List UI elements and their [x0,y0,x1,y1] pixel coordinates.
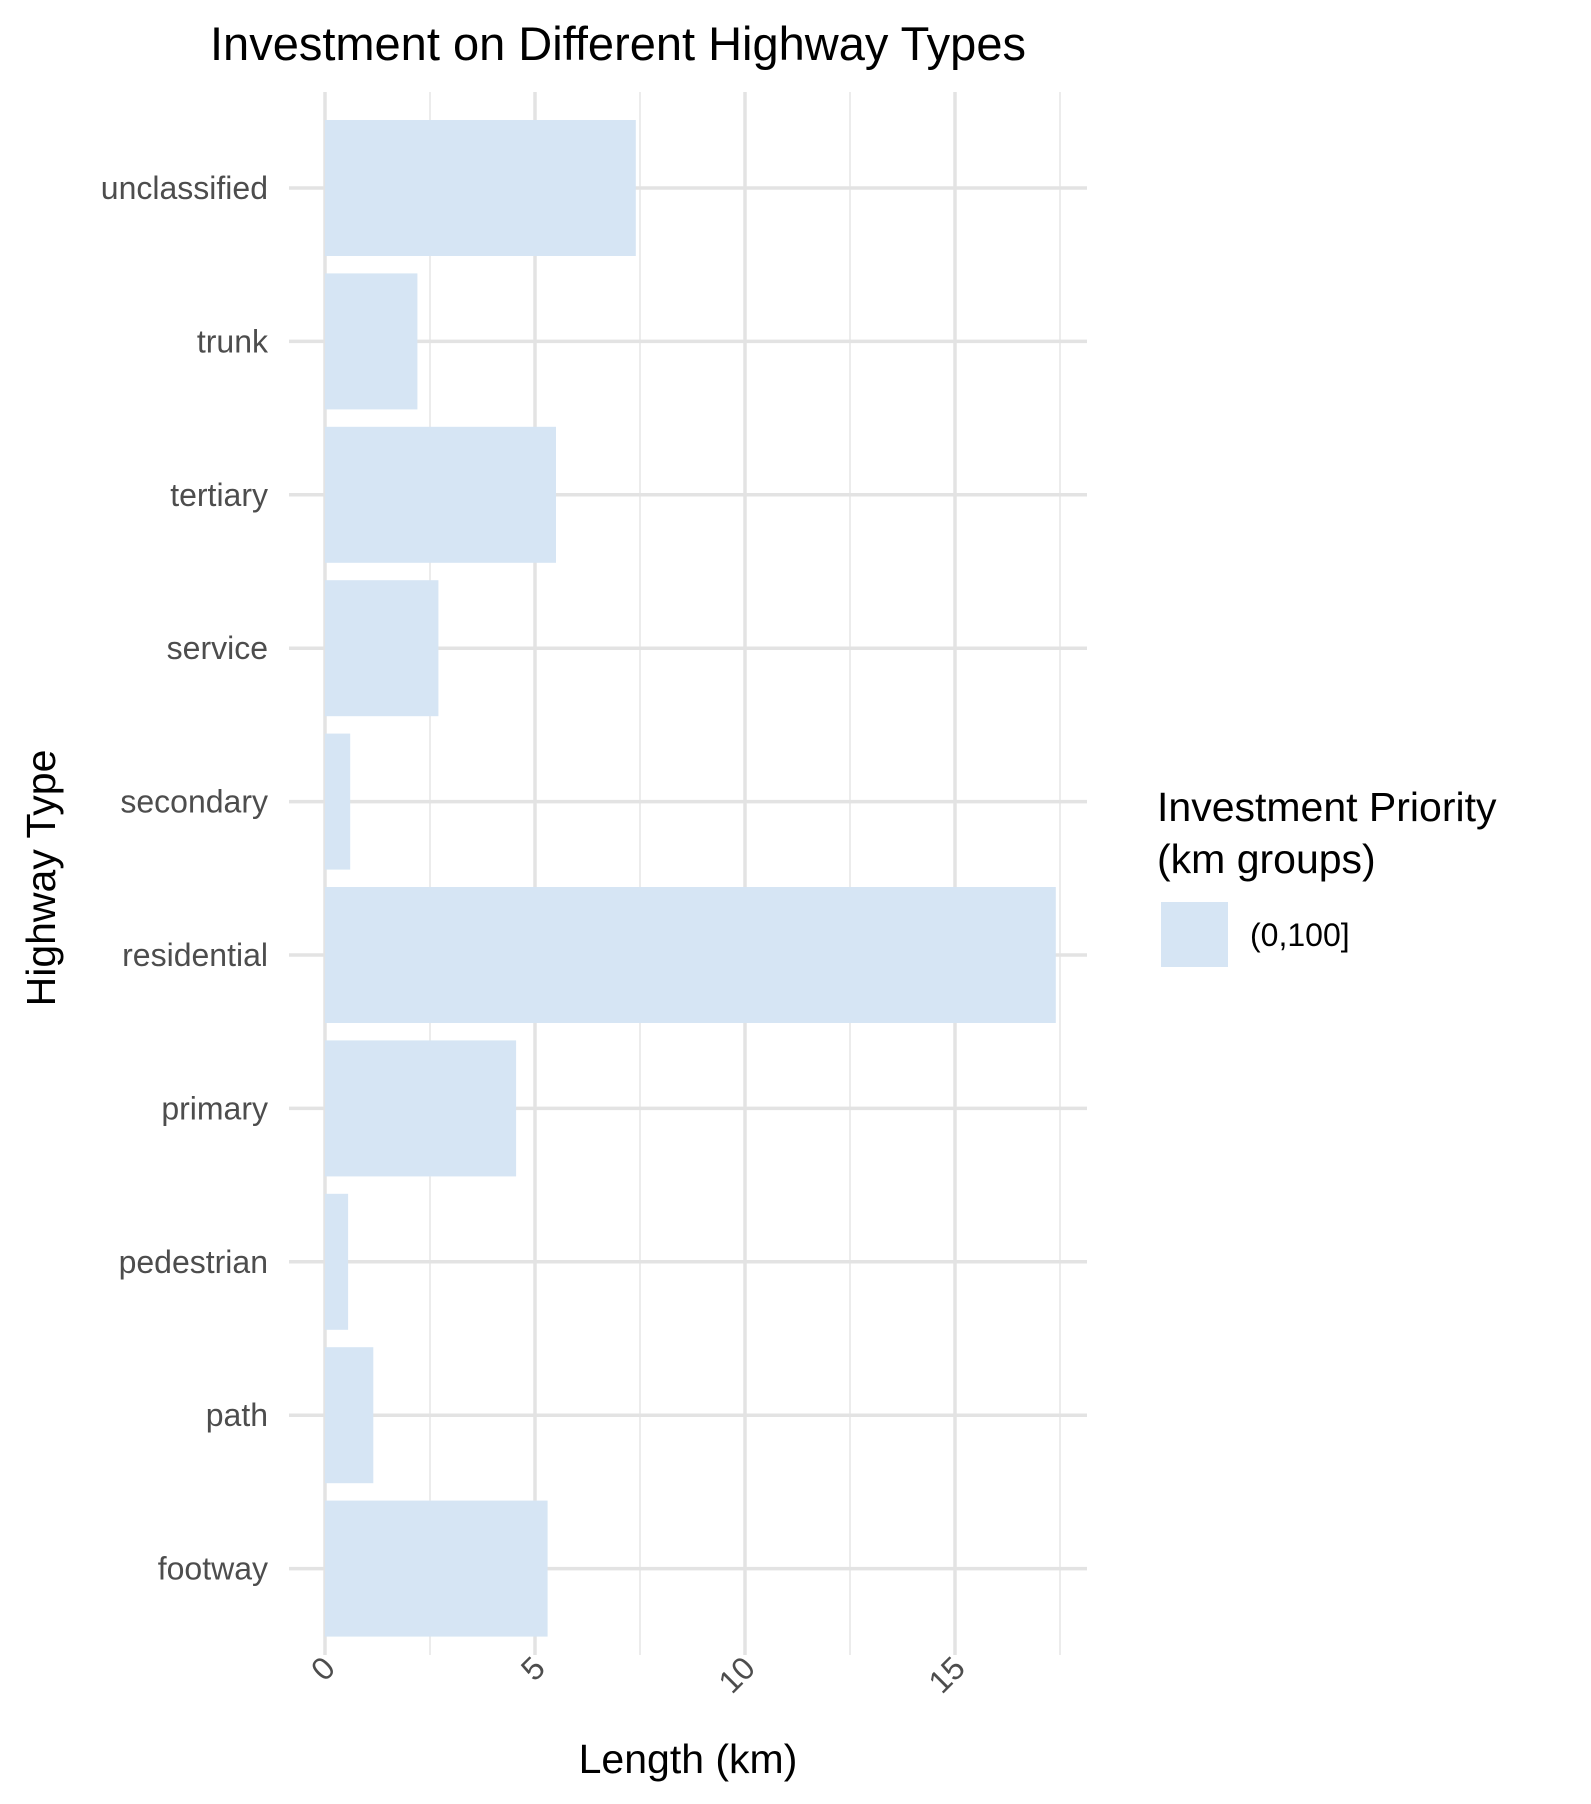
y-tick-label-trunk: trunk [197,323,269,359]
y-tick-labels: footway path pedestrian primary residential s… [101,170,269,1587]
y-tick-label-unclassified: unclassified [101,170,268,206]
legend-title-line2: (km groups) [1157,836,1376,882]
bars [325,120,1056,1637]
legend-key-swatch [1161,902,1228,967]
bar-primary [325,1040,517,1177]
bar-footway [325,1500,548,1637]
legend-entry-label: (0,100] [1250,917,1350,953]
y-tick-label-footway: footway [158,1551,268,1587]
bar-trunk [325,273,418,410]
legend: Investment Priority (km groups) (0,100] [1157,784,1497,967]
bar-secondary [325,733,351,870]
y-tick-label-tertiary: tertiary [170,477,268,513]
y-tick-label-primary: primary [161,1090,268,1126]
bar-service [325,580,439,717]
y-tick-label-path: path [206,1397,268,1433]
bar-tertiary [325,426,556,563]
bar-unclassified [325,120,636,256]
bar-path [325,1347,374,1484]
bar-residential [325,887,1056,1023]
x-axis-title: Length (km) [579,1736,798,1782]
chart-title: Investment on Different Highway Types [210,17,1026,70]
legend-title-line1: Investment Priority [1157,784,1497,830]
y-axis-title: Highway Type [18,750,64,1007]
y-tick-label-pedestrian: pedestrian [119,1244,268,1280]
y-tick-label-secondary: secondary [120,784,268,820]
y-tick-label-residential: residential [122,937,268,973]
bar-pedestrian [325,1193,349,1330]
y-tick-label-service: service [167,630,268,666]
